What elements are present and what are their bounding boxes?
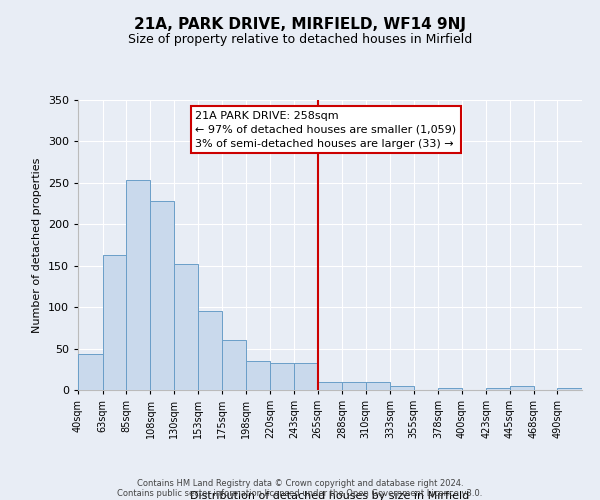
Text: 21A, PARK DRIVE, MIRFIELD, WF14 9NJ: 21A, PARK DRIVE, MIRFIELD, WF14 9NJ: [134, 18, 466, 32]
Bar: [222, 340, 247, 390]
Bar: [342, 382, 365, 390]
Bar: [390, 386, 413, 390]
Bar: [438, 388, 461, 390]
Bar: [103, 255, 126, 390]
Bar: [270, 364, 295, 390]
Text: 21A PARK DRIVE: 258sqm
← 97% of detached houses are smaller (1,059)
3% of semi-d: 21A PARK DRIVE: 258sqm ← 97% of detached…: [195, 111, 457, 149]
Bar: [486, 388, 509, 390]
Bar: [247, 361, 270, 390]
Text: Size of property relative to detached houses in Mirfield: Size of property relative to detached ho…: [128, 32, 472, 46]
Bar: [151, 201, 174, 390]
Bar: [126, 180, 151, 390]
Bar: [509, 386, 534, 390]
Text: Contains HM Land Registry data © Crown copyright and database right 2024.: Contains HM Land Registry data © Crown c…: [137, 478, 463, 488]
Bar: [174, 264, 199, 390]
Bar: [199, 312, 222, 390]
Text: Contains public sector information licensed under the Open Government Licence v3: Contains public sector information licen…: [118, 488, 482, 498]
X-axis label: Distribution of detached houses by size in Mirfield: Distribution of detached houses by size …: [190, 491, 470, 500]
Bar: [295, 364, 318, 390]
Bar: [557, 388, 582, 390]
Bar: [78, 354, 103, 390]
Bar: [365, 382, 390, 390]
Y-axis label: Number of detached properties: Number of detached properties: [32, 158, 42, 332]
Bar: [318, 382, 342, 390]
